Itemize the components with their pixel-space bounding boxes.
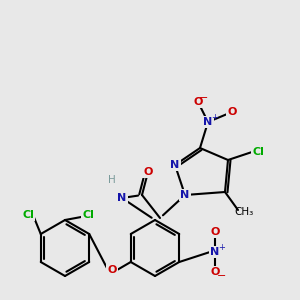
Text: Cl: Cl <box>252 147 264 157</box>
Text: O: O <box>143 167 153 177</box>
Text: O: O <box>210 227 220 237</box>
Text: Cl: Cl <box>22 210 34 220</box>
Text: −: − <box>217 271 227 281</box>
Text: N: N <box>170 160 180 170</box>
Text: O: O <box>227 107 237 117</box>
Text: +: + <box>212 113 218 122</box>
Text: O: O <box>193 97 203 107</box>
Text: CH₃: CH₃ <box>234 207 254 217</box>
Text: Cl: Cl <box>82 210 94 220</box>
Text: O: O <box>210 267 220 277</box>
Text: O: O <box>107 265 117 275</box>
Text: −: − <box>199 93 209 103</box>
Text: N: N <box>210 247 220 257</box>
Text: N: N <box>117 193 127 203</box>
Text: H: H <box>108 175 116 185</box>
Text: N: N <box>203 117 213 127</box>
Text: +: + <box>219 244 225 253</box>
Text: N: N <box>180 190 190 200</box>
